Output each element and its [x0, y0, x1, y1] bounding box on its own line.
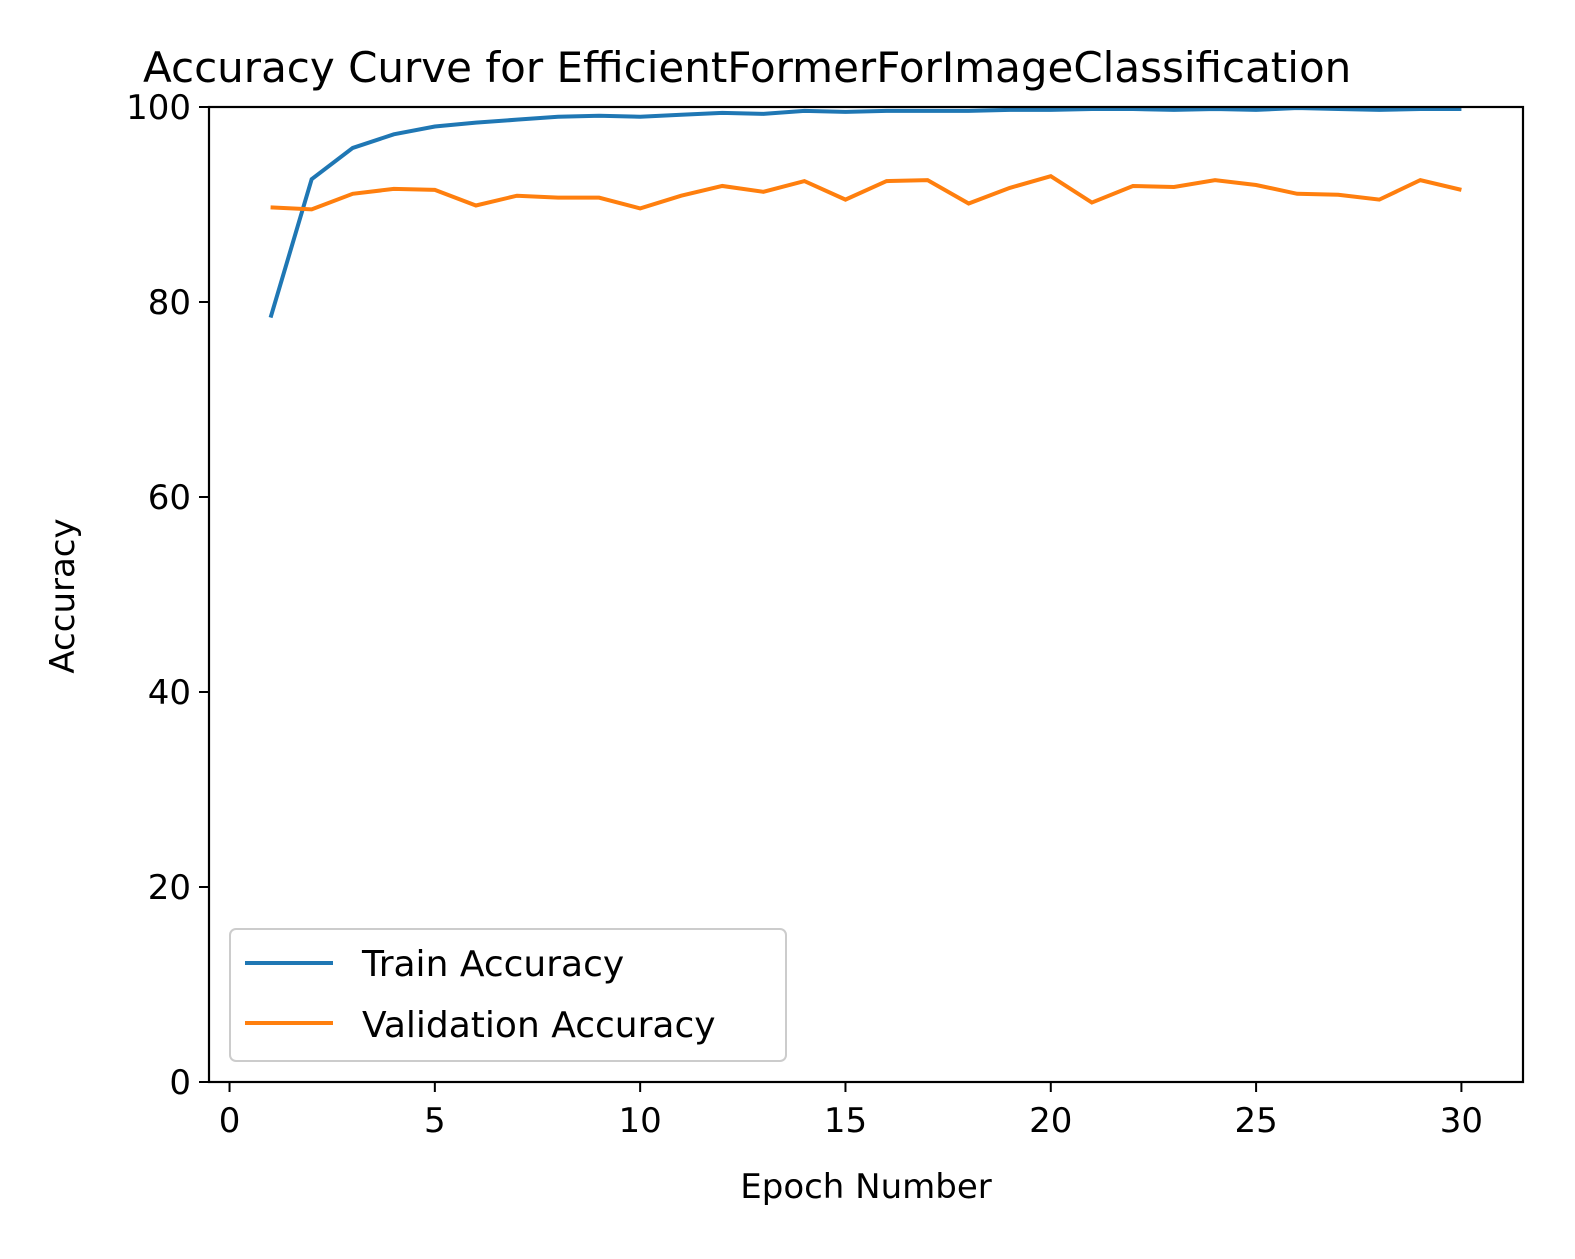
legend-label-validation: Validation Accuracy	[362, 1005, 716, 1046]
y-tick-label: 40	[148, 673, 191, 713]
series-line-train-accuracy	[268, 105, 1462, 319]
chart-title: Accuracy Curve for EfficientFormerForIma…	[143, 43, 1351, 92]
x-tick-label: 30	[1440, 1101, 1483, 1141]
y-tick-label: 0	[169, 1063, 191, 1103]
x-ticks: 0 5 10 15 20 25 30	[219, 1082, 1483, 1141]
plot-frame	[207, 105, 1525, 1084]
series-layer	[268, 105, 1462, 319]
legend-box	[229, 928, 787, 1062]
y-ticks: 0 20 40 60 80 100	[126, 88, 209, 1103]
x-tick-label: 5	[424, 1101, 446, 1141]
x-tick-label: 0	[219, 1101, 241, 1141]
x-axis-label: Epoch Number	[740, 1167, 992, 1207]
y-tick-label: 100	[126, 88, 191, 128]
x-tick-label: 10	[619, 1101, 662, 1141]
x-tick-label: 25	[1234, 1101, 1277, 1141]
y-tick-label: 20	[148, 868, 191, 908]
x-tick-label: 20	[1029, 1101, 1072, 1141]
y-tick-label: 60	[148, 478, 191, 518]
y-tick-label: 80	[148, 283, 191, 323]
series-line-validation-accuracy	[270, 174, 1462, 212]
legend-label-train: Train Accuracy	[361, 944, 624, 985]
x-tick-label: 15	[824, 1101, 867, 1141]
legend: Train Accuracy Validation Accuracy	[229, 928, 787, 1062]
y-axis-label: Accuracy	[43, 518, 83, 673]
